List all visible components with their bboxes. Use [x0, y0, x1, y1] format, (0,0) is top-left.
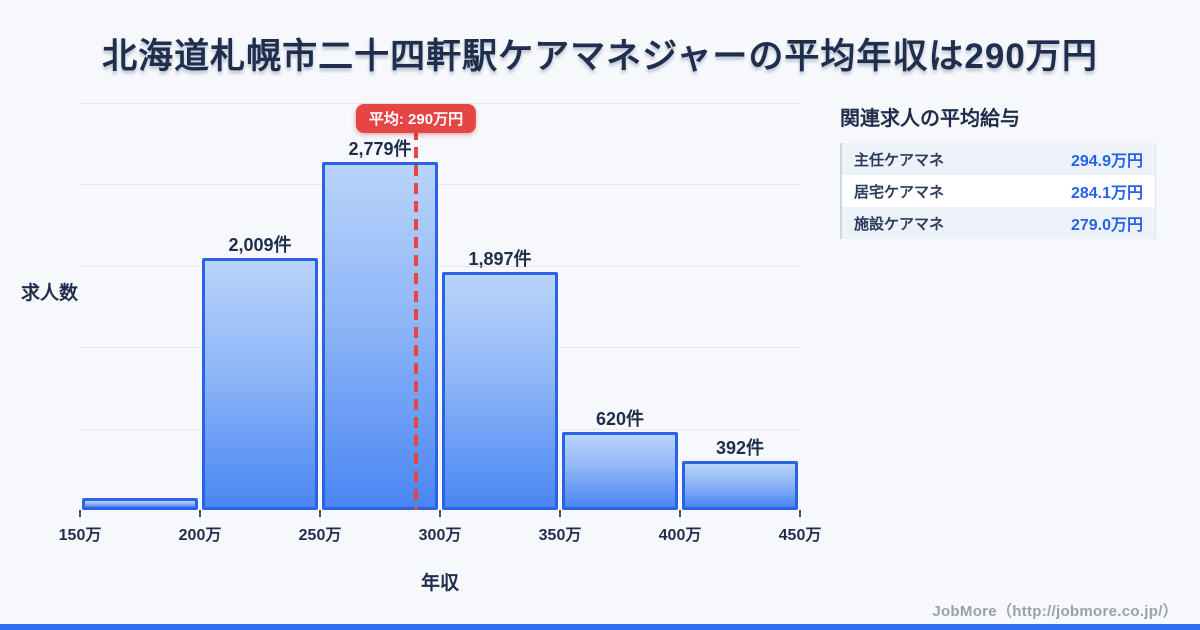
- gridline: [80, 184, 800, 186]
- axis-tick-mark: [79, 510, 81, 517]
- bar-count-label: 2,009件: [228, 235, 292, 256]
- bar-count-label: 620件: [595, 409, 645, 430]
- job-type-label: 主任ケアマネ: [854, 151, 945, 169]
- page-title: 北海道札幌市二十四軒駅ケアマネジャーの平均年収は290万円: [102, 37, 1098, 76]
- axis-tick-mark: [319, 510, 321, 517]
- histogram-bar: [682, 460, 798, 510]
- histogram-bar: [82, 497, 198, 510]
- salary-row: 居宅ケアマネ 284.1万円: [842, 175, 1155, 207]
- salary-value: 279.0万円: [1070, 217, 1143, 234]
- source-credit: JobMore（http://jobmore.co.jp/）: [932, 603, 1178, 620]
- histogram-bar: [322, 161, 438, 510]
- axis-tick-label: 200万: [178, 527, 222, 544]
- axis-tick-label: 350万: [538, 527, 582, 544]
- salary-value: 284.1万円: [1070, 185, 1143, 202]
- axis-tick-mark: [439, 510, 441, 517]
- salary-row: 主任ケアマネ 294.9万円: [842, 143, 1155, 175]
- gridline: [80, 428, 800, 430]
- axis-tick-label: 150万: [58, 527, 102, 544]
- plot-area: 2,009件 2,779件 1,897件 620件 392件 150万 200万 250万 3…: [59, 103, 821, 544]
- axis-tick-label: 400万: [658, 527, 702, 544]
- y-axis-label: 求人数: [21, 283, 79, 304]
- gridline: [80, 265, 800, 267]
- axis-tick-label: 300万: [418, 527, 462, 544]
- histogram-bar: [442, 272, 558, 510]
- related-jobs-panel-title: 関連求人の平均給与: [840, 108, 1020, 130]
- salary-value: 294.9万円: [1070, 153, 1143, 170]
- job-type-label: 居宅ケアマネ: [854, 183, 945, 201]
- axis-tick-mark: [679, 510, 681, 517]
- job-type-label: 施設ケアマネ: [854, 215, 945, 233]
- bar-count-label: 392件: [715, 437, 765, 458]
- axis-tick-label: 250万: [298, 527, 342, 544]
- bar-count-label: 2,779件: [348, 138, 412, 159]
- bar-count-label: 1,897件: [468, 249, 532, 270]
- salary-row: 施設ケアマネ 279.0万円: [842, 207, 1155, 239]
- bottom-accent-bar: [0, 624, 1200, 630]
- axis-tick-mark: [799, 510, 801, 517]
- histogram-bar: [202, 258, 318, 510]
- axis-tick-mark: [559, 510, 561, 517]
- axis-tick-mark: [199, 510, 201, 517]
- average-line: [414, 129, 418, 510]
- related-jobs-table: 主任ケアマネ 294.9万円 居宅ケアマネ 284.1万円 施設ケアマネ 279…: [840, 143, 1156, 239]
- average-badge: 平均: 290万円: [355, 104, 477, 133]
- gridline: [80, 103, 800, 104]
- gridline: [80, 347, 800, 349]
- histogram-bar: [562, 432, 678, 510]
- x-axis-label: 年収: [420, 573, 459, 594]
- axis-tick-label: 450万: [778, 527, 822, 544]
